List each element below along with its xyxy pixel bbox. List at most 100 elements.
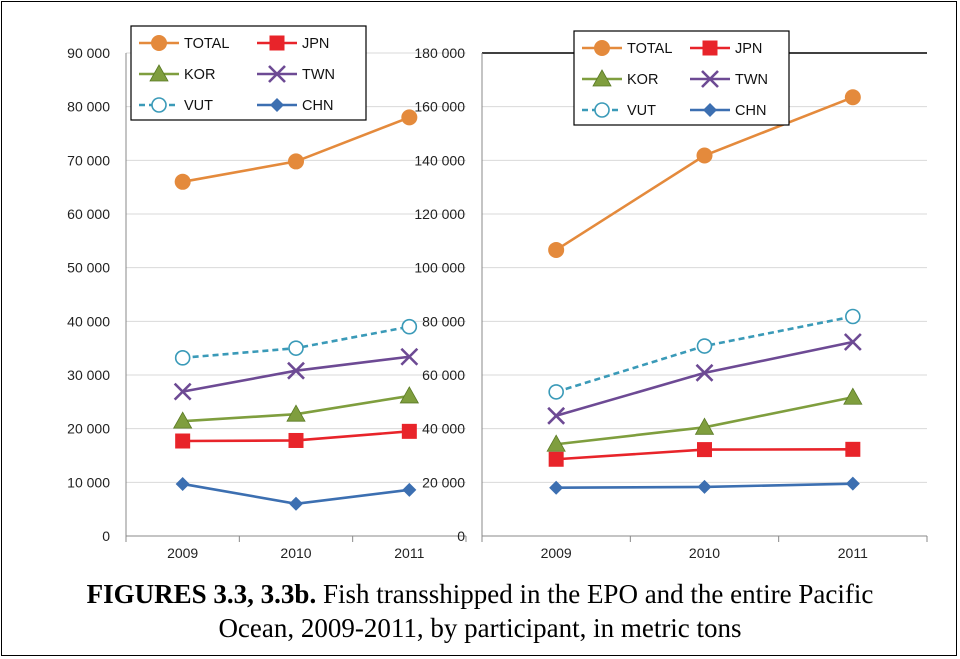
point-chn xyxy=(289,496,303,511)
legend-label-jpn: JPN xyxy=(735,41,762,57)
point-kor xyxy=(172,411,193,429)
legend-marker-vut xyxy=(594,102,610,118)
point-vut xyxy=(548,384,564,400)
legend-marker-twn xyxy=(701,70,719,88)
series-total xyxy=(174,109,418,190)
y-tick-label: 90 000 xyxy=(67,45,110,61)
y-tick-label: 0 xyxy=(457,528,465,544)
x-tick-label: 2011 xyxy=(394,545,424,561)
x-tick-label: 2009 xyxy=(541,545,572,561)
y-tick-label: 60 000 xyxy=(422,367,465,383)
point-total xyxy=(696,147,713,164)
point-kor xyxy=(399,386,420,404)
y-tick-label: 70 000 xyxy=(67,152,110,168)
point-total xyxy=(844,89,861,106)
series-vut xyxy=(548,308,861,400)
series-kor xyxy=(172,386,420,429)
point-vut xyxy=(288,340,304,356)
point-kor xyxy=(843,387,863,405)
point-vut xyxy=(401,318,418,335)
series-jpn xyxy=(548,441,861,467)
series-kor xyxy=(546,387,863,452)
series-line-vut xyxy=(555,315,854,394)
point-kor xyxy=(546,434,566,452)
legend: TOTAL JPN KOR TWN VUT CHN xyxy=(130,25,367,121)
x-tick-label: 2009 xyxy=(167,545,198,561)
point-vut xyxy=(845,308,861,325)
legend-marker-jpn xyxy=(269,35,285,51)
y-tick-label: 100 000 xyxy=(414,260,465,276)
point-jpn xyxy=(401,423,417,439)
caption-label: FIGURES 3.3, 3.3b. xyxy=(86,579,317,609)
series-chn xyxy=(175,476,417,511)
point-chn xyxy=(175,476,190,491)
point-jpn xyxy=(288,432,304,448)
legend-marker-total xyxy=(151,35,167,51)
point-total xyxy=(288,153,304,170)
point-total xyxy=(548,241,565,258)
legend-label-kor: KOR xyxy=(184,67,215,83)
point-kor xyxy=(694,417,715,435)
x-tick-label: 2011 xyxy=(838,545,868,561)
point-twn xyxy=(173,382,192,401)
y-tick-label: 180 000 xyxy=(414,45,465,61)
series-vut xyxy=(174,318,418,366)
y-tick-label: 10 000 xyxy=(67,474,110,490)
legend-label-kor: KOR xyxy=(627,72,658,88)
point-twn xyxy=(843,333,862,351)
y-tick-label: 120 000 xyxy=(414,206,465,222)
chart-pacific: 0 20 000 40 000 60 000 80 000 100 000 120 000 1… xyxy=(414,30,928,561)
y-tick-label: 0 xyxy=(102,528,110,544)
y-tick-label: 80 000 xyxy=(422,313,465,329)
point-twn xyxy=(400,347,419,366)
point-vut xyxy=(174,350,191,366)
legend-marker-total xyxy=(594,40,610,56)
y-tick-label: 160 000 xyxy=(414,99,465,115)
charts-canvas: 0 10 000 20 000 30 000 40 000 50 000 60 000 70 … xyxy=(67,25,928,561)
legend-label-chn: CHN xyxy=(302,98,333,114)
point-chn xyxy=(549,480,564,495)
y-tick-label: 60 000 xyxy=(67,206,110,222)
point-twn xyxy=(287,361,305,380)
x-tick-label: 2010 xyxy=(689,545,720,561)
point-twn xyxy=(695,363,714,382)
caption-line-1: FIGURES 3.3, 3.3b. Fish transshipped in … xyxy=(2,577,958,611)
chart-epo: 0 10 000 20 000 30 000 40 000 50 000 60 000 70 … xyxy=(67,25,467,561)
series-total xyxy=(548,89,861,258)
y-tick-label: 30 000 xyxy=(67,367,110,383)
y-tick-label: 50 000 xyxy=(67,260,110,276)
y-tick-label: 20 000 xyxy=(422,474,465,490)
point-jpn xyxy=(175,433,191,449)
point-chn xyxy=(845,476,860,491)
point-chn xyxy=(402,482,417,497)
y-tick-label: 80 000 xyxy=(67,99,110,115)
point-chn xyxy=(697,479,712,494)
series-line-total xyxy=(182,116,410,184)
y-tick-label: 40 000 xyxy=(67,313,110,329)
caption-text-1: Fish transshipped in the EPO and the ent… xyxy=(316,579,874,609)
legend-label-jpn: JPN xyxy=(302,36,329,52)
legend-label-twn: TWN xyxy=(735,72,768,88)
legend-marker-kor xyxy=(592,69,612,87)
series-chn xyxy=(549,476,860,495)
caption-line-2: Ocean, 2009-2011, by participant, in met… xyxy=(218,613,742,643)
legend-marker-vut xyxy=(151,97,167,113)
series-twn xyxy=(547,333,862,425)
legend-label-vut: VUT xyxy=(627,103,656,119)
point-twn xyxy=(547,406,566,425)
legend-label-total: TOTAL xyxy=(627,41,672,57)
point-jpn xyxy=(845,441,861,457)
point-kor xyxy=(286,404,306,422)
y-tick-label: 140 000 xyxy=(414,152,465,168)
series-twn xyxy=(173,347,419,401)
legend-marker-chn xyxy=(703,103,717,117)
y-tick-label: 20 000 xyxy=(67,421,110,437)
legend-label-chn: CHN xyxy=(735,103,766,119)
figure-caption: FIGURES 3.3, 3.3b. Fish transshipped in … xyxy=(2,577,958,645)
legend-marker-twn xyxy=(268,65,286,83)
legend-label-total: TOTAL xyxy=(184,36,229,52)
legend-label-twn: TWN xyxy=(302,67,335,83)
point-total xyxy=(401,109,418,126)
legend-marker-jpn xyxy=(702,40,718,56)
